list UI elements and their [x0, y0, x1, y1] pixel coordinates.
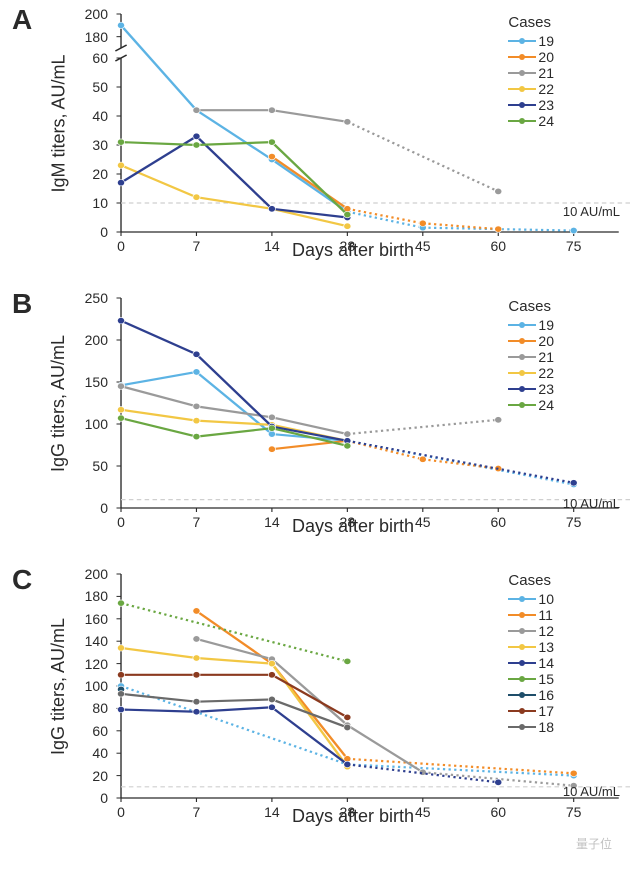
panel-b-label: B	[12, 288, 32, 320]
legend-item-16: 16	[508, 687, 554, 703]
panel-c-yticks: 020406080100120140160180200	[76, 568, 112, 804]
panel-a-label: A	[12, 4, 32, 36]
legend-item-24: 24	[508, 113, 554, 129]
legend-item-15: 15	[508, 671, 554, 687]
legend-item-19: 19	[508, 33, 554, 49]
legend-item-19: 19	[508, 317, 554, 333]
legend-label: 14	[538, 655, 554, 671]
panel-c-ref-label: 10 AU/mL	[563, 784, 620, 799]
panel-a-ylabel: IgM titers, AU/mL	[49, 54, 70, 192]
legend-label: 17	[538, 703, 554, 719]
legend-label: 10	[538, 591, 554, 607]
legend-label: 16	[538, 687, 554, 703]
panel-b-ref-label: 10 AU/mL	[563, 496, 620, 511]
legend-item-21: 21	[508, 349, 554, 365]
legend-title: Cases	[508, 298, 554, 315]
legend-label: 21	[538, 65, 554, 81]
legend-title: Cases	[508, 572, 554, 589]
legend-label: 11	[538, 607, 553, 623]
figure: A IgM titers, AU/mL 1802000102030405060 …	[0, 0, 640, 856]
panel-a-ylabel-wrap: IgM titers, AU/mL	[42, 8, 76, 238]
legend-item-14: 14	[508, 655, 554, 671]
legend-title: Cases	[508, 14, 554, 31]
legend-item-21: 21	[508, 65, 554, 81]
legend-label: 22	[538, 365, 554, 381]
panel-b-ylabel: IgG titers, AU/mL	[49, 334, 70, 471]
legend-label: 18	[538, 719, 554, 735]
legend-item-12: 12	[508, 623, 554, 639]
panel-c-ylabel-wrap: IgG titers, AU/mL	[42, 568, 76, 804]
legend-item-23: 23	[508, 97, 554, 113]
legend-item-18: 18	[508, 719, 554, 735]
legend-item-13: 13	[508, 639, 554, 655]
panel-b-yticks: 050100150200250	[76, 292, 112, 514]
legend-label: 20	[538, 49, 554, 65]
legend-label: 13	[538, 639, 554, 655]
panel-c-legend: Cases 101112131415161718	[508, 572, 554, 735]
legend-item-22: 22	[508, 365, 554, 381]
legend-label: 23	[538, 381, 554, 397]
legend-item-22: 22	[508, 81, 554, 97]
legend-label: 24	[538, 113, 554, 129]
panel-c-label: C	[12, 564, 32, 596]
legend-label: 19	[538, 317, 554, 333]
legend-item-20: 20	[508, 333, 554, 349]
panel-c: C IgG titers, AU/mL 02040608010012014016…	[10, 568, 630, 856]
legend-item-23: 23	[508, 381, 554, 397]
panel-b-ylabel-wrap: IgG titers, AU/mL	[42, 292, 76, 514]
panel-a: A IgM titers, AU/mL 1802000102030405060 …	[10, 8, 630, 286]
panel-c-ylabel: IgG titers, AU/mL	[49, 617, 70, 754]
legend-label: 24	[538, 397, 554, 413]
legend-label: 23	[538, 97, 554, 113]
legend-item-10: 10	[508, 591, 554, 607]
watermark: 量子位	[576, 835, 612, 852]
panel-a-yticks: 1802000102030405060	[76, 8, 112, 238]
legend-item-11: 11	[508, 607, 554, 623]
legend-label: 20	[538, 333, 554, 349]
legend-label: 19	[538, 33, 554, 49]
legend-label: 21	[538, 349, 554, 365]
legend-label: 15	[538, 671, 554, 687]
panel-b-legend: Cases 192021222324	[508, 298, 554, 413]
panel-a-ref-label: 10 AU/mL	[563, 204, 620, 219]
legend-item-17: 17	[508, 703, 554, 719]
panel-b: B IgG titers, AU/mL 050100150200250 0714…	[10, 292, 630, 562]
legend-label: 22	[538, 81, 554, 97]
legend-item-20: 20	[508, 49, 554, 65]
panel-a-legend: Cases 192021222324	[508, 14, 554, 129]
legend-label: 12	[538, 623, 554, 639]
legend-item-24: 24	[508, 397, 554, 413]
